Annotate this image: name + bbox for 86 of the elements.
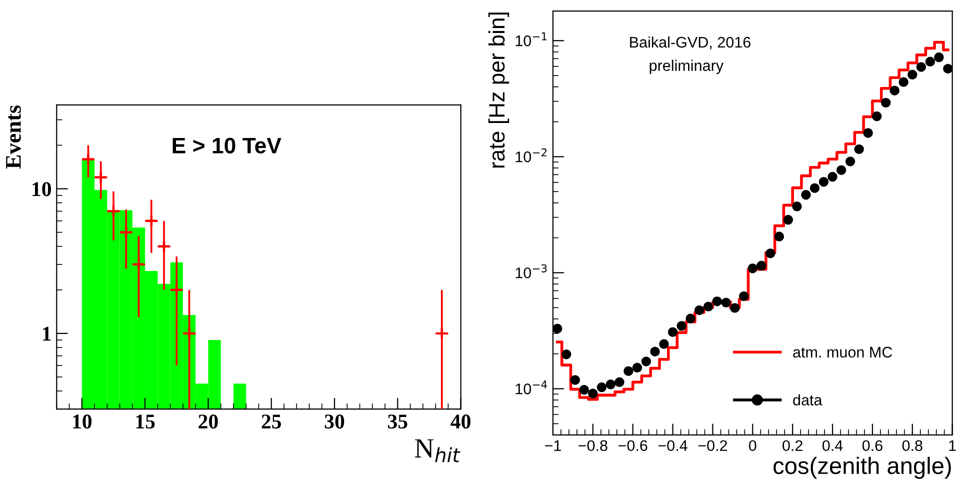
legend-label: atm. muon MC [793,346,892,358]
x-tick-label: −0.6 [618,440,648,452]
y-axis-title: rate [Hz per bin] [488,12,510,168]
point [659,339,669,349]
point [738,291,749,302]
point [908,70,918,80]
x-tick-label: 0.6 [862,440,882,452]
point [132,258,146,272]
x-axis-title: N$_{hit}$ [414,439,460,462]
x-tick-label: 40 [450,414,470,429]
x-tick-label: 35 [388,414,408,429]
x-tick-label: 30 [324,414,344,429]
point [774,232,784,242]
point [854,144,864,154]
x-tick-label: 0.4 [822,440,843,452]
point [756,260,766,271]
y-tick-label: 10$^{−2}$ [516,148,546,162]
x-axis-title: cos(zenith angle) [774,456,951,479]
point [766,248,776,258]
point [943,64,952,74]
point [748,264,758,274]
point [182,326,196,340]
point [614,377,624,388]
point [82,152,95,166]
point [119,226,133,239]
point [836,165,846,175]
point [810,183,820,193]
point [552,324,562,334]
x-tick-label: 0.2 [782,440,802,452]
point [783,214,794,225]
point [668,327,678,337]
point [872,111,882,122]
point [828,172,838,182]
point [916,62,926,72]
x-tick-label: 25 [262,414,282,429]
x-tick-label: 0.8 [902,440,922,452]
point [632,362,642,373]
point [606,380,616,390]
point [694,305,704,316]
y-tick-label: 10$^{−4}$ [516,380,547,394]
y-tick-label: 10$^{−1}$ [516,32,547,46]
point [561,349,572,360]
point [845,156,856,166]
point [721,298,731,308]
x-tick-label: 20 [198,414,218,429]
x-tick-label: −0.2 [698,440,728,452]
x-tick-label: 15 [136,414,155,429]
annotation: Baikal-GVD, 2016 [630,36,750,50]
point [934,52,944,62]
legend-label: data [793,394,822,406]
point [712,296,722,306]
point [676,321,686,331]
point [570,375,580,385]
point [703,302,714,312]
point [624,366,634,376]
point [898,77,908,87]
point [157,240,171,253]
point [880,98,891,108]
x-tick-label: 0 [748,440,756,452]
x-tick-label: 1 [949,440,956,451]
y-tick-label: 10$^{−3}$ [516,264,547,278]
point [435,326,449,340]
y-axis-title: Events [6,105,21,169]
x-tick-label: −0.8 [578,440,608,452]
point [596,382,607,392]
point [890,86,900,96]
annotation: preliminary [650,60,724,74]
point [730,303,740,313]
x-tick-label: 10 [73,414,92,429]
point [106,204,120,218]
x-tick-label: −0.4 [658,440,688,452]
point [686,314,696,324]
point [94,170,108,184]
point [792,202,802,212]
point [863,128,873,138]
annotation: E > 10 TeV [172,138,282,154]
point [588,388,598,398]
point [641,356,652,366]
point [650,346,660,356]
point [144,214,158,228]
point [170,283,184,297]
point [925,56,936,67]
x-tick-label: −1 [545,440,561,451]
point [818,176,829,187]
point [579,384,589,395]
point [801,190,811,200]
